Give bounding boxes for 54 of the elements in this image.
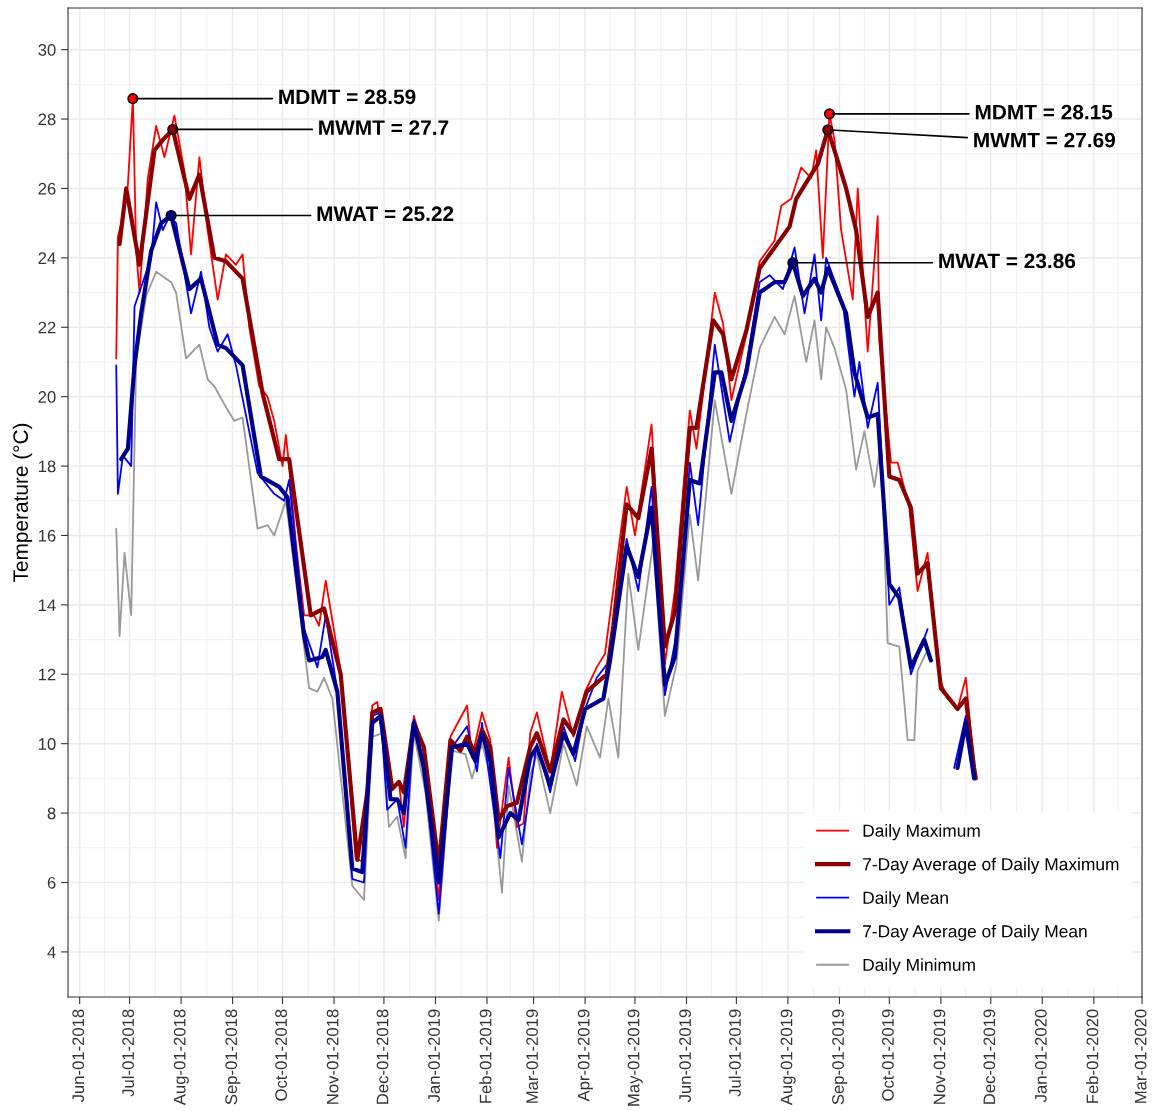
legend-label: Daily Minimum xyxy=(863,958,975,975)
point xyxy=(127,93,139,105)
point xyxy=(165,209,177,222)
x-tick-label: Mar-01-2020 xyxy=(1134,1009,1147,1103)
x-tick-label: Jun-01-2019 xyxy=(679,1009,691,1103)
y-tick-label: 28 xyxy=(38,113,56,126)
point xyxy=(787,257,799,269)
annotation: MDMT = 28.59 xyxy=(279,89,416,105)
x-tick-label: Jul-01-2019 xyxy=(728,1009,741,1097)
x-tick-label: Aug-01-2019 xyxy=(780,1009,796,1106)
y-tick-label: 4 xyxy=(47,946,56,958)
annotation: MWAT = 25.22 xyxy=(317,206,454,222)
point xyxy=(823,108,836,120)
y-tick-label: 22 xyxy=(38,321,56,334)
y-tick-label: 10 xyxy=(38,738,56,750)
x-tick-label: Mar-01-2019 xyxy=(526,1009,539,1103)
x-tick-label: May-01-2019 xyxy=(627,1009,643,1106)
x-tick-label: Sep-01-2019 xyxy=(832,1009,848,1105)
x-tick-label: Oct-01-2019 xyxy=(882,1009,894,1101)
y-tick-label: 12 xyxy=(38,668,56,681)
y-tick-label: 18 xyxy=(38,460,56,473)
legend-label: Daily Mean xyxy=(863,891,948,908)
annotation: MWMT = 27.7 xyxy=(319,120,449,135)
annotation: MWAT = 23.86 xyxy=(939,253,1076,269)
annotation: MDMT = 28.15 xyxy=(975,104,1113,120)
legend-label: 7-Day Average of Daily Mean xyxy=(863,924,1087,941)
y-tick-label: 16 xyxy=(38,529,56,542)
point xyxy=(167,123,179,136)
y-axis-title: Temperature (°C) xyxy=(12,423,33,583)
legend-label: 7-Day Average of Daily Maximum xyxy=(863,857,1119,874)
x-tick-label: Jan-01-2020 xyxy=(1034,1009,1047,1103)
y-tick-label: 26 xyxy=(38,182,56,195)
y-tick-label: 6 xyxy=(47,876,56,889)
x-tick-label: Dec-01-2019 xyxy=(983,1009,996,1104)
x-tick-label: Jan-01-2019 xyxy=(428,1009,440,1103)
legend-label: Daily Maximum xyxy=(863,824,980,841)
x-tick-label: Feb-01-2020 xyxy=(1086,1009,1099,1103)
y-tick-label: 30 xyxy=(38,44,56,56)
x-tick-label: Apr-01-2019 xyxy=(577,1009,593,1102)
x-tick-label: Feb-01-2019 xyxy=(479,1009,492,1103)
x-tick-label: Nov-01-2018 xyxy=(326,1009,339,1104)
x-tick-label: Dec-01-2018 xyxy=(376,1009,389,1104)
y-tick-label: 24 xyxy=(38,252,56,264)
x-tick-label: Jul-01-2018 xyxy=(121,1009,135,1097)
x-tick-label: Sep-01-2018 xyxy=(225,1009,241,1105)
x-tick-label: Jun-01-2018 xyxy=(72,1009,85,1103)
point xyxy=(822,124,834,136)
y-tick-label: 8 xyxy=(47,807,56,820)
y-tick-label: 20 xyxy=(38,391,56,403)
annotation: MWMT = 27.69 xyxy=(974,132,1116,148)
x-tick-label: Nov-01-2019 xyxy=(933,1009,946,1104)
x-tick-label: Oct-01-2018 xyxy=(275,1009,287,1101)
y-tick-label: 14 xyxy=(38,599,56,611)
x-tick-label: Aug-01-2018 xyxy=(173,1009,189,1106)
